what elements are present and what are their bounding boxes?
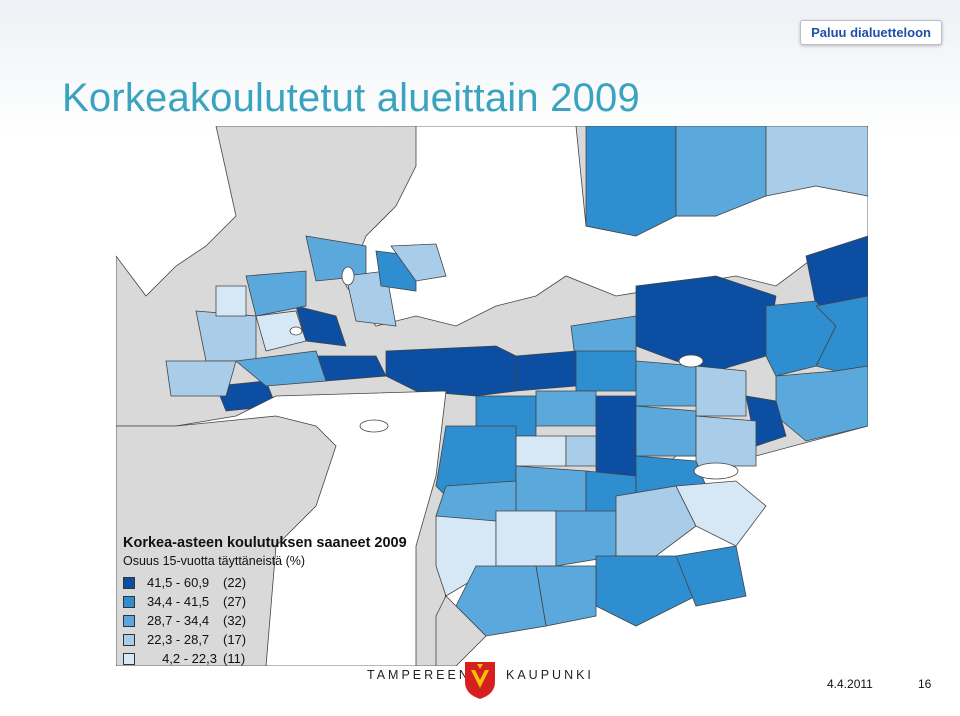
region-s9 [675,545,747,607]
region-s8 [535,565,597,627]
choropleth-map [116,126,868,666]
tampere-coat-of-arms-icon [465,662,495,699]
lake-small-4 [341,266,355,286]
legend-item: 41,5 - 60,9 (22) [123,573,246,592]
legend-count: (27) [223,594,247,609]
region-w1 [245,270,307,317]
region-w-dark4 [295,305,347,347]
legend-range: 34,4 - 41,5 [147,594,210,609]
region-m1 [515,350,577,392]
region-s10 [455,565,547,637]
legend-subtitle: Osuus 15-vuotta täyttäneistä (%) [123,554,306,568]
legend-item: 4,2 - 22,3 (11) [123,649,246,668]
lake-small-3 [693,462,739,480]
lake-small-5 [289,326,303,336]
region-s11 [435,595,487,666]
legend-range: 41,5 - 60,9 [147,575,210,590]
region-m8 [635,405,697,457]
legend-item: 28,7 - 34,4 (32) [123,611,246,630]
footer-city-right: KAUPUNKI [506,668,594,682]
legend-range: 22,3 - 28,7 [147,632,210,647]
legend-count: (11) [223,651,246,666]
legend-count: (32) [223,613,247,628]
region-s3 [495,510,557,567]
region-m10 [515,435,567,467]
region-w5 [165,360,237,397]
region-n2 [675,126,767,217]
slide-date: 4.4.2011 [827,677,873,691]
legend: 41,5 - 60,9 (22) 34,4 - 41,5 (27) 28,7 -… [123,573,246,668]
region-m2 [575,350,637,392]
lake-small-1 [678,354,704,368]
legend-swatch [123,614,135,627]
legend-title: Korkea-asteen koulutuksen saaneet 2009 [123,535,407,551]
region-w-dark2 [315,355,387,382]
land-sw [116,415,337,666]
region-w2 [195,310,257,362]
region-m6 [535,390,597,427]
region-m3 [635,360,697,407]
region-s6 [675,480,767,547]
legend-item: 34,4 - 41,5 (27) [123,592,246,611]
legend-swatch [123,595,135,608]
footer-city-left: TAMPEREEN [367,668,471,682]
page-number: 16 [918,677,932,691]
region-m13 [515,465,587,517]
legend-swatch [123,652,135,665]
legend-swatch [123,633,135,646]
region-m7 [595,395,637,477]
region-w4 [235,350,327,387]
legend-range: 4,2 - 22,3 [162,651,217,666]
region-w3 [255,310,307,352]
region-s5 [615,485,697,557]
region-m4 [695,365,747,417]
region-m11 [565,435,597,467]
back-to-slide-list-button[interactable]: Paluu dialuetteloon [800,20,942,45]
region-w10 [215,285,247,317]
region-w9 [390,243,447,282]
legend-swatch [123,576,135,589]
region-n3 [765,126,868,197]
region-m9 [695,415,757,467]
region-ne-dark [805,235,868,307]
lake-small-2 [359,419,389,433]
slide-title: Korkeakoulutetut alueittain 2009 [62,76,640,120]
legend-range: 28,7 - 34,4 [147,613,210,628]
region-w-dark1 [385,345,517,397]
legend-item: 22,3 - 28,7 (17) [123,630,246,649]
legend-count: (22) [223,575,247,590]
region-n1 [585,126,677,237]
region-c-dark [635,275,777,372]
legend-count: (17) [223,632,247,647]
